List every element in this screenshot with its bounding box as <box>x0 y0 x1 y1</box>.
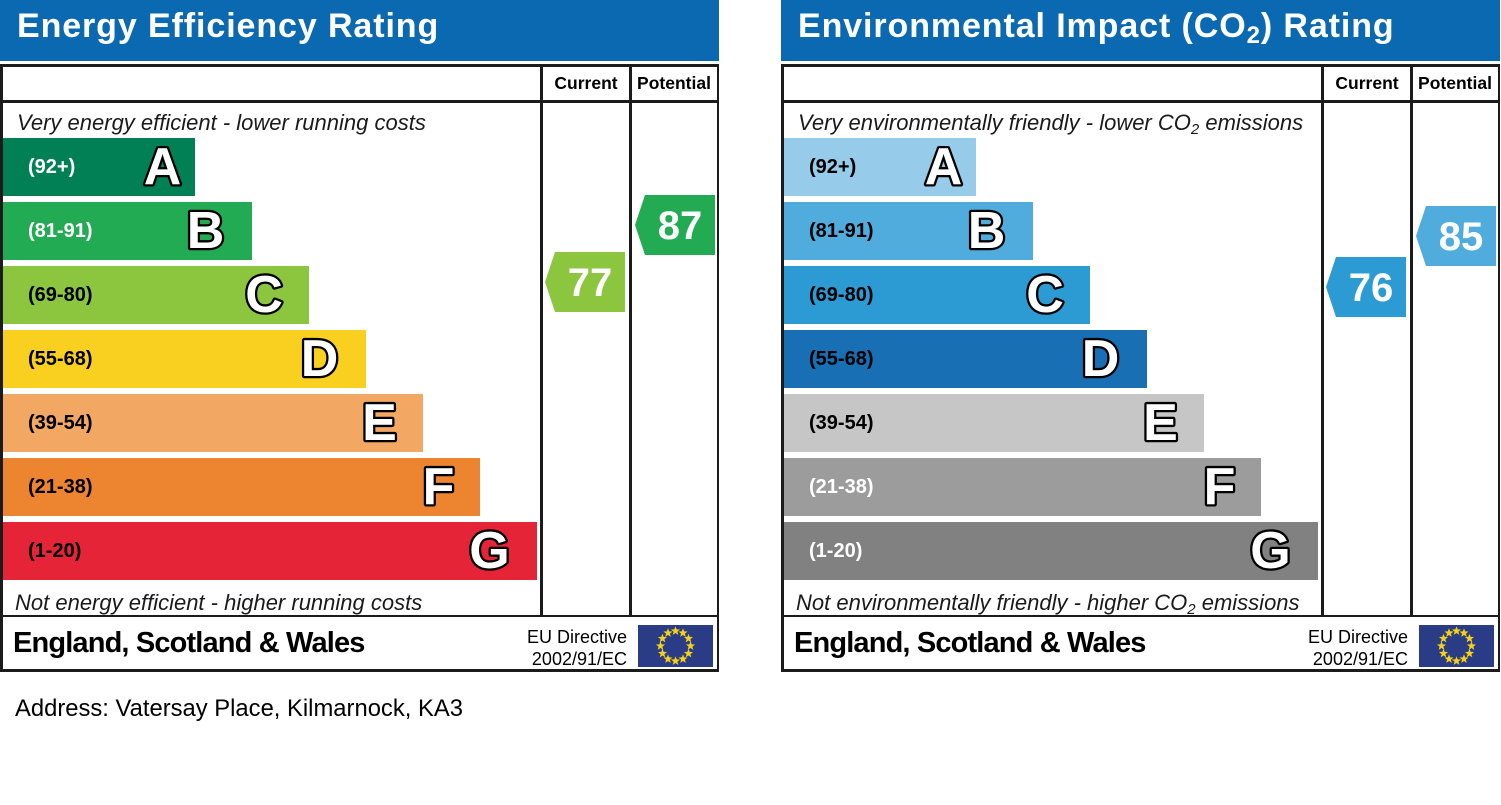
svg-text:B: B <box>186 202 224 260</box>
svg-text:87: 87 <box>657 204 702 248</box>
svg-text:77: 77 <box>568 261 613 305</box>
svg-text:C: C <box>1026 266 1064 324</box>
svg-text:A: A <box>924 138 962 196</box>
svg-text:F: F <box>1203 458 1235 516</box>
svg-text:D: D <box>300 330 338 388</box>
svg-text:E: E <box>1143 394 1178 452</box>
svg-text:G: G <box>1250 522 1290 580</box>
svg-text:F: F <box>422 458 454 516</box>
svg-text:E: E <box>362 394 397 452</box>
svg-text:76: 76 <box>1349 266 1394 310</box>
svg-text:C: C <box>245 266 283 324</box>
svg-text:D: D <box>1081 330 1119 388</box>
svg-text:85: 85 <box>1438 215 1483 259</box>
svg-text:G: G <box>469 522 509 580</box>
svg-text:B: B <box>967 202 1005 260</box>
svg-text:A: A <box>143 138 181 196</box>
